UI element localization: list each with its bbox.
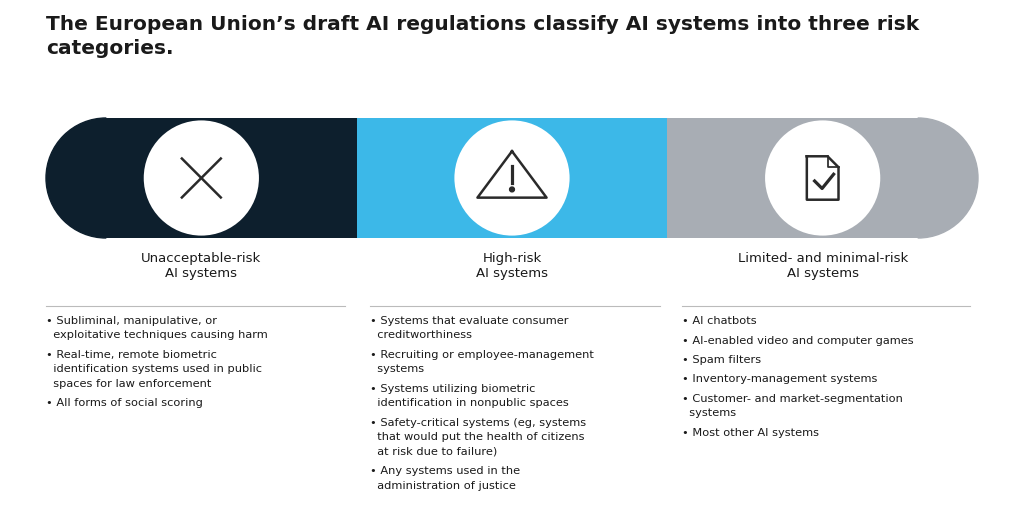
Text: Limited- and minimal-risk
AI systems: Limited- and minimal-risk AI systems bbox=[737, 252, 908, 280]
Text: systems: systems bbox=[370, 365, 424, 374]
Text: • Most other AI systems: • Most other AI systems bbox=[682, 428, 819, 438]
Circle shape bbox=[143, 120, 259, 236]
Circle shape bbox=[510, 187, 514, 192]
Text: High-risk
AI systems: High-risk AI systems bbox=[476, 252, 548, 280]
Text: • Safety-critical systems (eg, systems: • Safety-critical systems (eg, systems bbox=[370, 418, 586, 428]
Text: • AI chatbots: • AI chatbots bbox=[682, 316, 757, 326]
Bar bbox=[106, 118, 356, 238]
Text: • AI-enabled video and computer games: • AI-enabled video and computer games bbox=[682, 335, 913, 345]
Text: • Any systems used in the: • Any systems used in the bbox=[370, 466, 520, 477]
Bar bbox=[356, 118, 668, 238]
Text: • Inventory-management systems: • Inventory-management systems bbox=[682, 374, 878, 385]
Text: • Systems utilizing biometric: • Systems utilizing biometric bbox=[370, 384, 536, 394]
Text: Unacceptable-risk
AI systems: Unacceptable-risk AI systems bbox=[141, 252, 261, 280]
Bar bbox=[668, 118, 918, 238]
Text: administration of justice: administration of justice bbox=[370, 481, 516, 491]
Text: • Subliminal, manipulative, or: • Subliminal, manipulative, or bbox=[46, 316, 217, 326]
Wedge shape bbox=[918, 118, 978, 238]
Wedge shape bbox=[46, 118, 106, 238]
Text: identification in nonpublic spaces: identification in nonpublic spaces bbox=[370, 398, 568, 408]
Text: systems: systems bbox=[682, 408, 736, 419]
Text: • Systems that evaluate consumer: • Systems that evaluate consumer bbox=[370, 316, 568, 326]
Text: identification systems used in public: identification systems used in public bbox=[46, 365, 262, 374]
Text: spaces for law enforcement: spaces for law enforcement bbox=[46, 379, 211, 389]
Text: The European Union’s draft AI regulations classify AI systems into three risk
ca: The European Union’s draft AI regulation… bbox=[46, 15, 920, 58]
Text: • Real-time, remote biometric: • Real-time, remote biometric bbox=[46, 350, 217, 360]
Text: creditworthiness: creditworthiness bbox=[370, 331, 472, 340]
Circle shape bbox=[455, 120, 569, 236]
Circle shape bbox=[765, 120, 881, 236]
Text: • Spam filters: • Spam filters bbox=[682, 355, 761, 365]
Text: • Customer- and market-segmentation: • Customer- and market-segmentation bbox=[682, 394, 903, 404]
Text: exploitative techniques causing harm: exploitative techniques causing harm bbox=[46, 331, 267, 340]
Text: • All forms of social scoring: • All forms of social scoring bbox=[46, 398, 203, 408]
Text: • Recruiting or employee-management: • Recruiting or employee-management bbox=[370, 350, 594, 360]
Text: at risk due to failure): at risk due to failure) bbox=[370, 447, 498, 457]
Text: that would put the health of citizens: that would put the health of citizens bbox=[370, 432, 585, 442]
